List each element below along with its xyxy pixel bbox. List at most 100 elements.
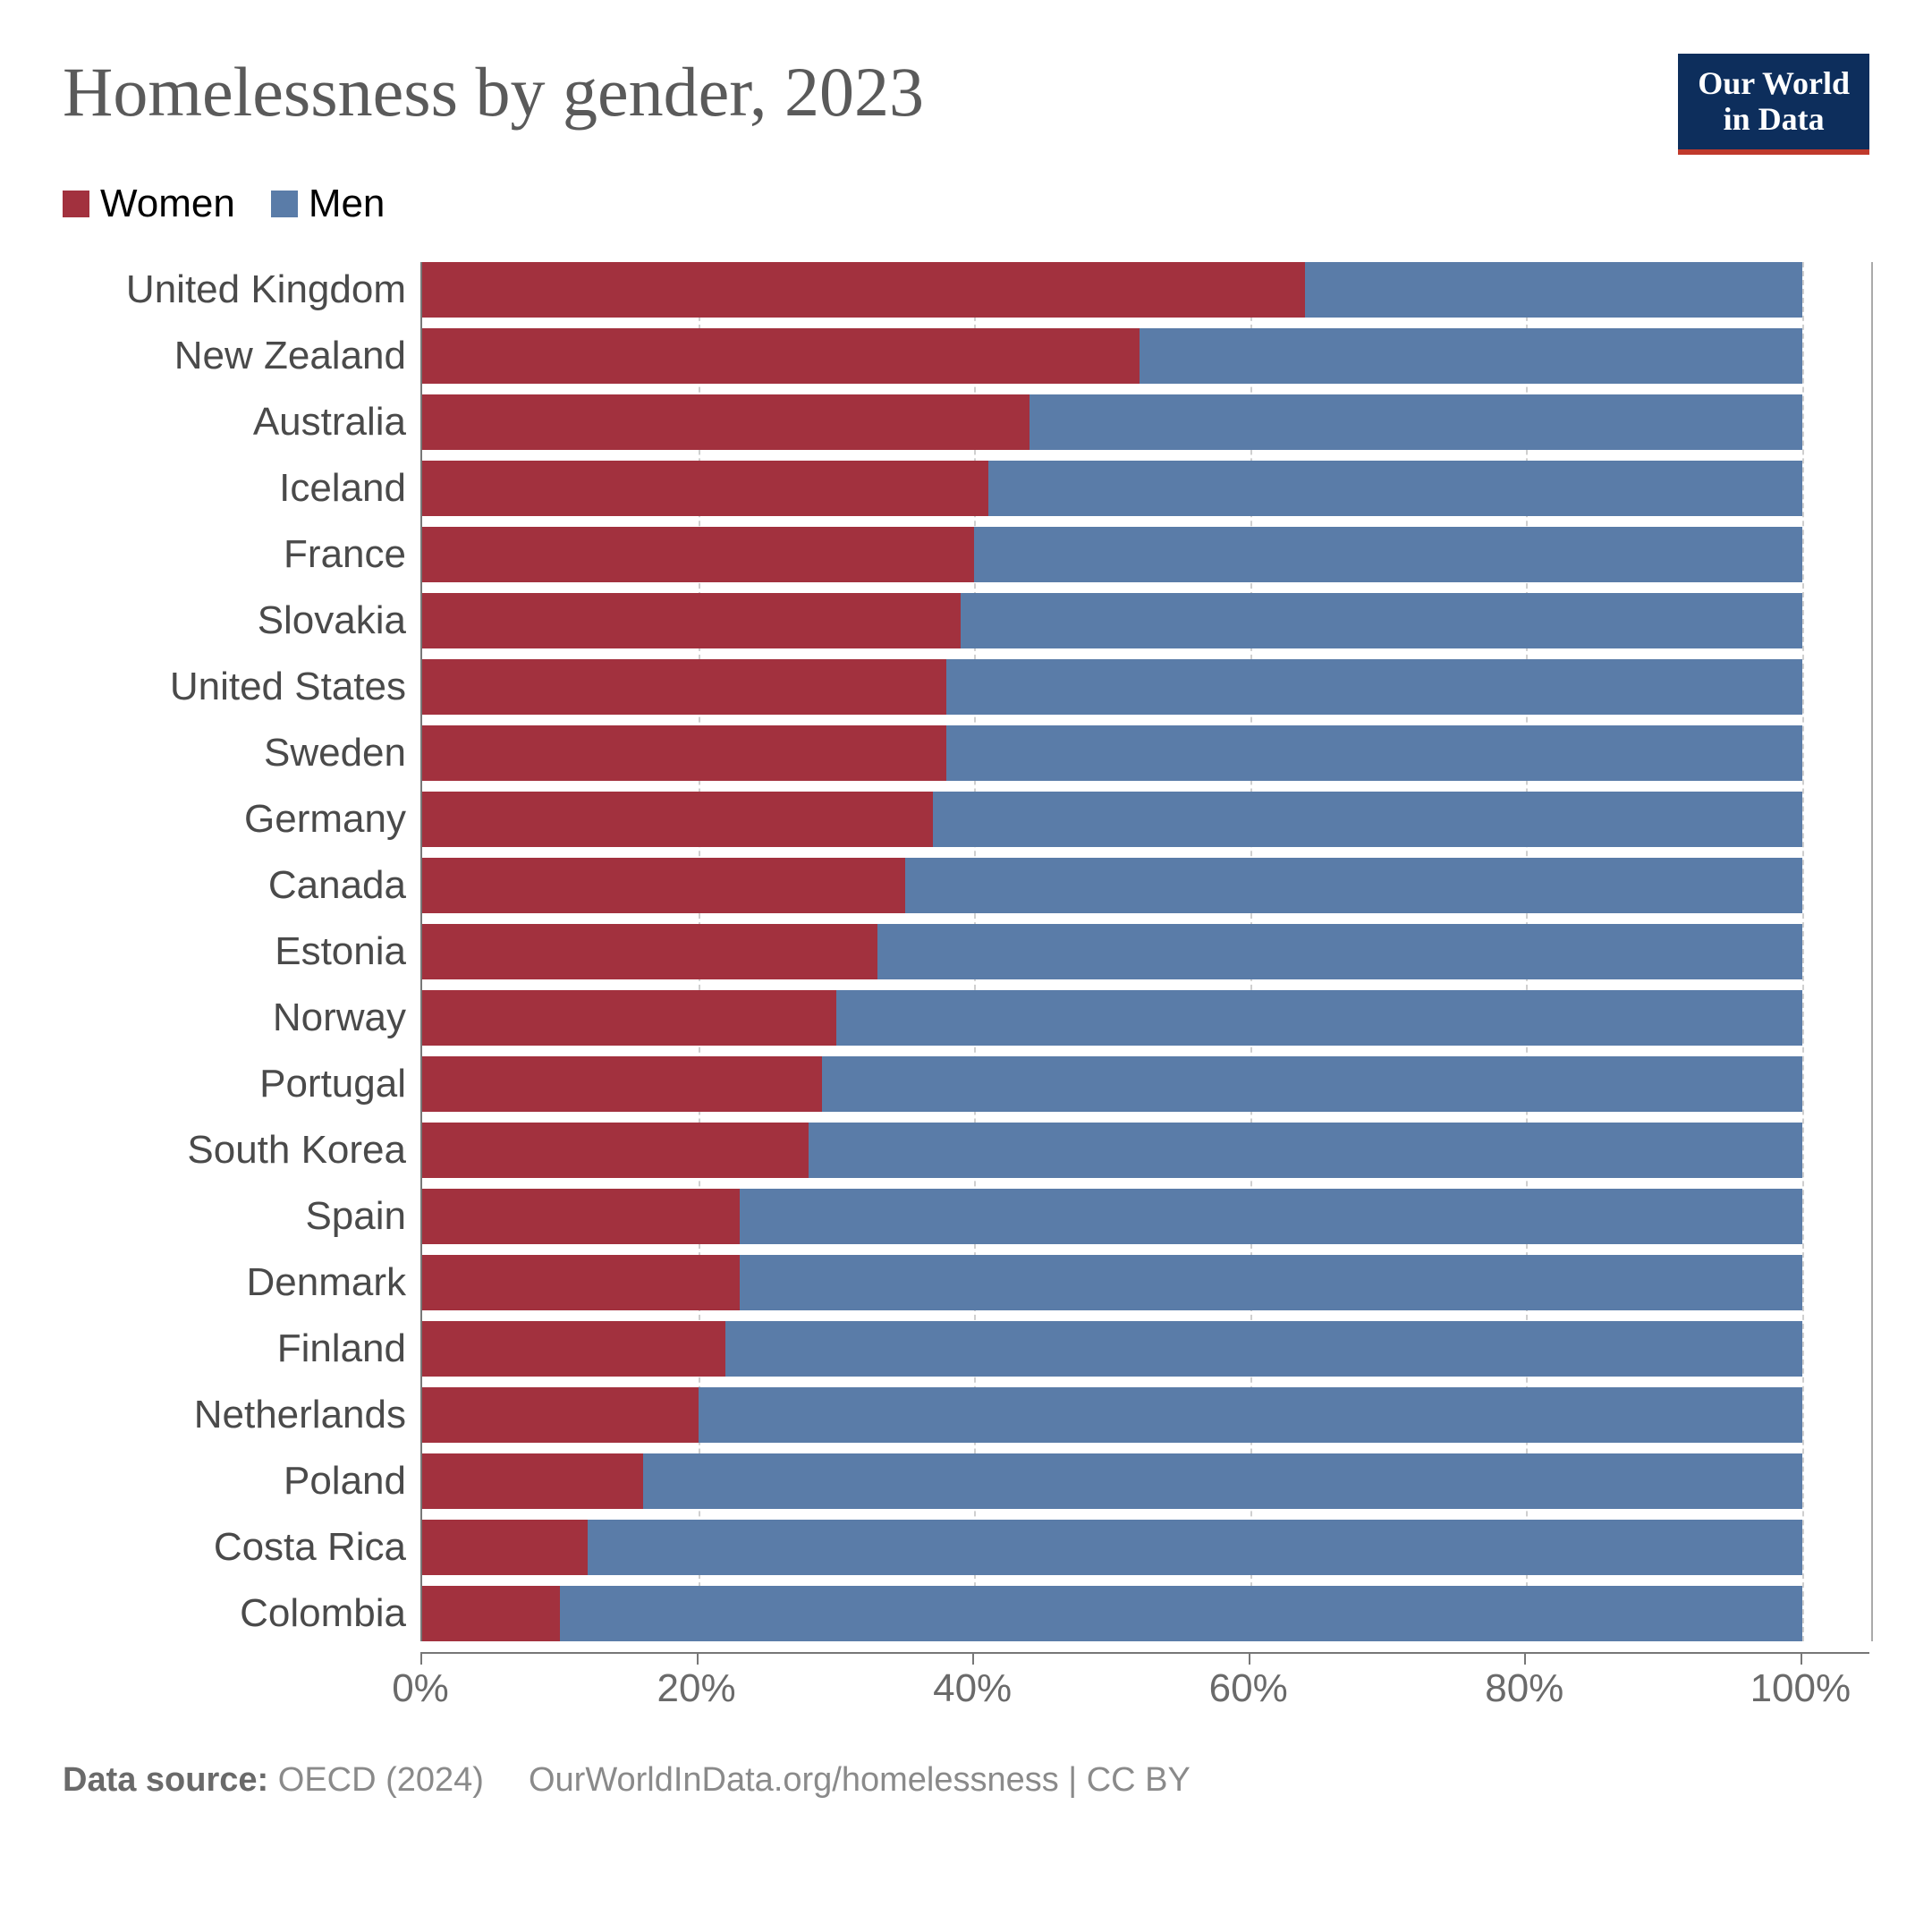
bar xyxy=(422,262,1871,318)
country-label: France xyxy=(64,532,422,577)
country-label: United Kingdom xyxy=(64,267,422,312)
bar xyxy=(422,1586,1871,1641)
x-tick-label: 60% xyxy=(1209,1666,1288,1711)
bar-segment-women xyxy=(422,990,836,1046)
bar-segment-men xyxy=(822,1056,1801,1112)
legend-item-men: Men xyxy=(271,182,386,226)
bar xyxy=(422,1387,1871,1443)
footer-attribution: OurWorldInData.org/homelessness | CC BY xyxy=(529,1761,1191,1800)
bar xyxy=(422,659,1871,715)
table-row: United States xyxy=(422,659,1871,715)
swatch-men xyxy=(271,191,298,217)
country-label: Canada xyxy=(64,863,422,908)
x-tick-mark xyxy=(1524,1654,1526,1665)
bar-segment-men xyxy=(588,1520,1802,1575)
table-row: Sweden xyxy=(422,725,1871,781)
bar xyxy=(422,328,1871,384)
bar-segment-men xyxy=(740,1189,1802,1244)
country-label: Iceland xyxy=(64,466,422,511)
table-row: Slovakia xyxy=(422,593,1871,648)
table-row: South Korea xyxy=(422,1123,1871,1178)
x-axis: 0%20%40%60%80%100% xyxy=(420,1652,1869,1725)
bar-segment-men xyxy=(836,990,1802,1046)
table-row: Finland xyxy=(422,1321,1871,1377)
table-row: Colombia xyxy=(422,1586,1871,1641)
bar xyxy=(422,858,1871,913)
bar xyxy=(422,792,1871,847)
legend-label-women: Women xyxy=(100,182,235,226)
bar-segment-men xyxy=(946,659,1802,715)
chart-area: United KingdomNew ZealandAustraliaIcelan… xyxy=(63,262,1869,1725)
bar-segment-men xyxy=(699,1387,1802,1443)
bar-segment-men xyxy=(877,924,1802,979)
bar-segment-women xyxy=(422,262,1305,318)
bar-segment-women xyxy=(422,659,946,715)
country-label: Slovakia xyxy=(64,598,422,643)
bar-segment-women xyxy=(422,328,1140,384)
bar-segment-men xyxy=(740,1255,1802,1310)
footer: Data source: OECD (2024) OurWorldInData.… xyxy=(63,1761,1869,1800)
bar xyxy=(422,924,1871,979)
bar xyxy=(422,394,1871,450)
plot: United KingdomNew ZealandAustraliaIcelan… xyxy=(420,262,1871,1641)
bar xyxy=(422,1321,1871,1377)
x-tick-mark xyxy=(697,1654,699,1665)
bar-segment-women xyxy=(422,725,946,781)
country-label: New Zealand xyxy=(64,334,422,378)
bar-segment-men xyxy=(809,1123,1802,1178)
country-label: Finland xyxy=(64,1326,422,1371)
x-tick-label: 20% xyxy=(657,1666,736,1711)
country-label: Estonia xyxy=(64,929,422,974)
bar xyxy=(422,1189,1871,1244)
country-label: Portugal xyxy=(64,1062,422,1106)
bar xyxy=(422,1056,1871,1112)
table-row: Canada xyxy=(422,858,1871,913)
country-label: South Korea xyxy=(64,1128,422,1173)
bar xyxy=(422,1453,1871,1509)
bar-segment-women xyxy=(422,527,974,582)
footer-source-value: OECD (2024) xyxy=(278,1761,484,1799)
bar xyxy=(422,461,1871,516)
bar-segment-men xyxy=(560,1586,1802,1641)
legend-label-men: Men xyxy=(309,182,386,226)
header-row: Homelessness by gender, 2023 Our World i… xyxy=(63,54,1869,155)
bar-segment-women xyxy=(422,1255,740,1310)
bar-segment-women xyxy=(422,1453,643,1509)
table-row: Iceland xyxy=(422,461,1871,516)
bar-segment-men xyxy=(643,1453,1802,1509)
table-row: France xyxy=(422,527,1871,582)
bar-segment-women xyxy=(422,792,933,847)
bar-segment-men xyxy=(1305,262,1801,318)
bar-segment-men xyxy=(974,527,1802,582)
bar-segment-men xyxy=(725,1321,1801,1377)
bar-segment-men xyxy=(946,725,1802,781)
bar-segment-women xyxy=(422,1520,588,1575)
x-tick-label: 40% xyxy=(933,1666,1012,1711)
bar xyxy=(422,725,1871,781)
bar-segment-men xyxy=(905,858,1802,913)
bar-segment-women xyxy=(422,1123,809,1178)
swatch-women xyxy=(63,191,89,217)
bar xyxy=(422,527,1871,582)
x-tick-label: 80% xyxy=(1485,1666,1563,1711)
bar-segment-women xyxy=(422,1189,740,1244)
x-tick-mark xyxy=(420,1654,422,1665)
x-tick-label: 100% xyxy=(1750,1666,1852,1711)
bar-segment-men xyxy=(961,593,1802,648)
country-label: United States xyxy=(64,665,422,709)
bar-segment-women xyxy=(422,1586,560,1641)
x-tick-mark xyxy=(1249,1654,1250,1665)
bar-segment-women xyxy=(422,394,1030,450)
bar-segment-men xyxy=(1140,328,1802,384)
table-row: Spain xyxy=(422,1189,1871,1244)
country-label: Costa Rica xyxy=(64,1525,422,1570)
table-row: Poland xyxy=(422,1453,1871,1509)
country-label: Colombia xyxy=(64,1591,422,1636)
table-row: Netherlands xyxy=(422,1387,1871,1443)
bar-segment-women xyxy=(422,1056,822,1112)
country-label: Netherlands xyxy=(64,1393,422,1437)
table-row: Portugal xyxy=(422,1056,1871,1112)
bar-segment-women xyxy=(422,858,905,913)
bar xyxy=(422,1123,1871,1178)
legend-item-women: Women xyxy=(63,182,235,226)
